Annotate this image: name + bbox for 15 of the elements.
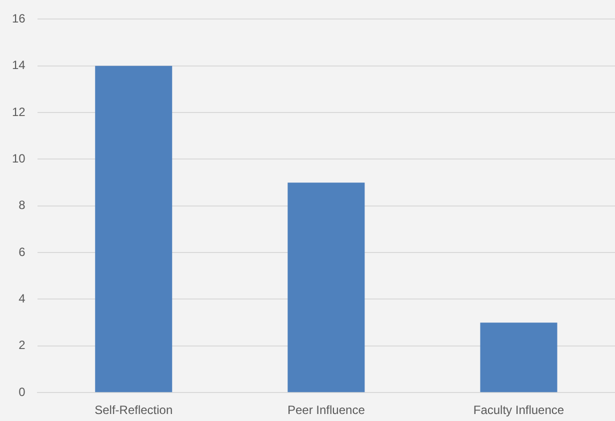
y-tick-label: 0 bbox=[18, 384, 26, 399]
y-tick-label: 6 bbox=[18, 244, 26, 259]
y-tick-label: 8 bbox=[18, 198, 26, 212]
y-tick-label: 14 bbox=[12, 58, 26, 72]
x-tick-label: Self-Reflection bbox=[94, 403, 173, 418]
bar bbox=[480, 322, 558, 392]
y-tick-label: 16 bbox=[12, 12, 26, 26]
x-tick-label: Peer Influence bbox=[287, 403, 366, 418]
y-tick-label: 12 bbox=[12, 104, 26, 119]
x-tick-label: Faculty Influence bbox=[473, 403, 564, 418]
y-tick-label: 4 bbox=[18, 292, 26, 306]
bar bbox=[95, 66, 172, 392]
y-tick-label: 10 bbox=[12, 152, 26, 166]
bar bbox=[288, 182, 365, 392]
y-tick-label: 2 bbox=[18, 338, 26, 352]
